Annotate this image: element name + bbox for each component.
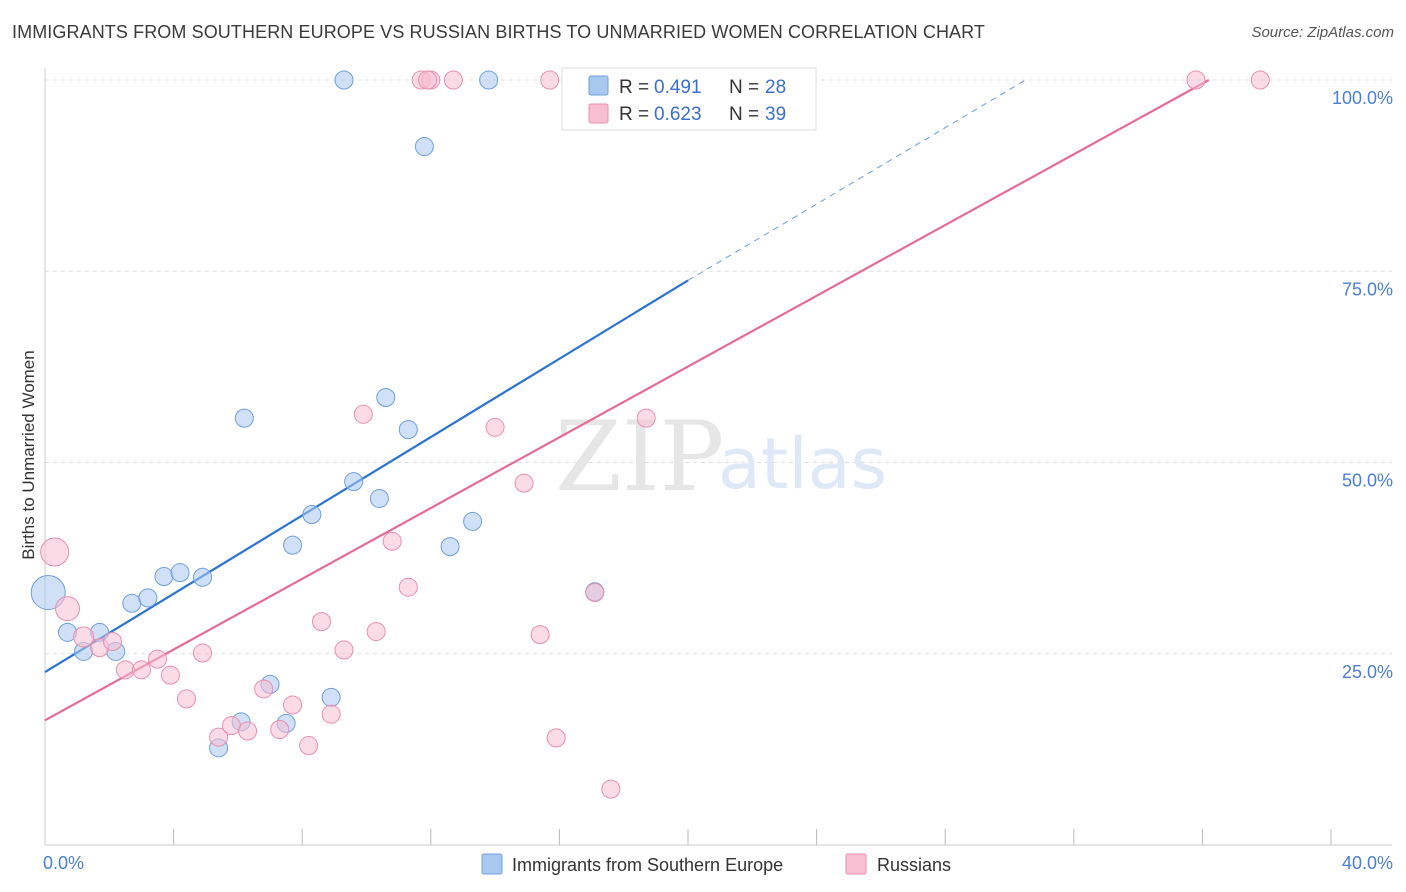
point-pink-7 [148,649,168,669]
point-pink-23 [382,531,402,551]
legend-r-value-pink: 0.623 [654,104,702,125]
point-pink-6 [131,660,151,680]
trend-line-pink [44,79,1210,722]
point-pink-30 [530,625,550,645]
watermark-atlas: atlas [718,423,887,505]
point-pink-12 [221,716,241,736]
point-pink-18 [311,612,331,632]
point-blue-0 [30,575,66,611]
point-pink-13 [238,721,258,741]
point-pink-31 [540,70,560,90]
y-tick-label-75: 75.0% [1342,279,1393,299]
point-blue-15 [283,535,303,555]
point-pink-15 [270,719,290,739]
point-pink-1 [55,596,81,622]
point-pink-20 [334,640,354,660]
point-blue-8 [170,563,190,583]
legend-swatch-blue [588,75,609,96]
x-tick-label-min: 0.0% [43,853,84,873]
trend-lines [44,79,1210,722]
point-pink-8 [160,665,180,685]
legend-r-label-blue: R = [619,77,649,98]
point-pink-27 [443,70,463,90]
point-pink-37 [1250,70,1270,90]
point-blue-5 [122,593,142,613]
tick-labels: 25.0% 50.0% 75.0% 100.0% 0.0% 40.0% [43,88,1393,873]
legend-n-label-pink: N = [729,104,759,125]
data-points [30,70,1270,799]
point-pink-21 [353,404,373,424]
point-pink-29 [514,473,534,493]
point-blue-18 [334,70,354,90]
point-pink-22 [366,622,386,642]
legend-swatch-pink [588,103,609,124]
point-pink-36 [1186,70,1206,90]
legend-n-value-pink: 39 [765,104,786,125]
point-blue-12 [234,408,254,428]
source-credit: Source: ZipAtlas.com [1251,24,1394,41]
y-tick-label-100: 100.0% [1332,88,1393,108]
point-blue-6 [138,588,158,608]
point-pink-2 [73,626,95,648]
point-pink-0 [40,537,70,567]
y-tick-label-50: 50.0% [1342,471,1393,491]
point-blue-17 [321,687,341,707]
y-axis-label: Births to Unmarried Women [19,350,38,559]
point-pink-14 [254,679,274,699]
legend-n-value-blue: 28 [765,77,786,98]
point-pink-32 [546,728,566,748]
point-blue-9 [193,567,213,587]
point-blue-22 [398,420,418,440]
chart-title: IMMIGRANTS FROM SOUTHERN EUROPE VS RUSSI… [12,22,986,42]
point-blue-26 [479,70,499,90]
point-pink-34 [601,779,621,799]
point-pink-35 [636,408,656,428]
point-blue-24 [440,537,460,557]
point-pink-24 [398,577,418,597]
point-pink-17 [299,736,319,756]
bottom-legend-swatch-blue [481,853,503,875]
legend-r-label-pink: R = [619,104,649,125]
x-tick-label-max: 40.0% [1342,853,1393,873]
point-pink-5 [115,660,135,680]
legend-n-label-blue: N = [729,77,759,98]
axes [44,68,1392,846]
y-tick-label-25: 25.0% [1342,662,1393,682]
point-pink-38 [418,70,438,90]
bottom-legend-label-blue: Immigrants from Southern Europe [512,855,783,875]
point-blue-25 [463,511,483,531]
legend-r-value-blue: 0.491 [654,77,702,98]
point-blue-21 [376,387,396,407]
point-blue-7 [154,566,174,586]
point-pink-10 [193,643,213,663]
point-pink-33 [585,583,605,603]
bottom-legend: Immigrants from Southern Europe Russians [481,853,951,875]
gridlines [45,79,1392,655]
point-blue-20 [369,488,389,508]
point-blue-23 [414,137,434,157]
point-pink-19 [321,704,341,724]
point-pink-16 [283,695,303,715]
trend-line-blue [44,279,689,674]
point-blue-19 [344,472,364,492]
point-pink-11 [209,727,229,747]
point-pink-4 [103,632,123,652]
point-pink-9 [176,689,196,709]
bottom-legend-swatch-pink [845,853,867,875]
bottom-legend-label-pink: Russians [877,855,951,875]
point-pink-28 [485,417,505,437]
top-legend: R = 0.491 N = 28 R = 0.623 N = 39 [561,67,817,131]
point-blue-16 [302,505,322,525]
